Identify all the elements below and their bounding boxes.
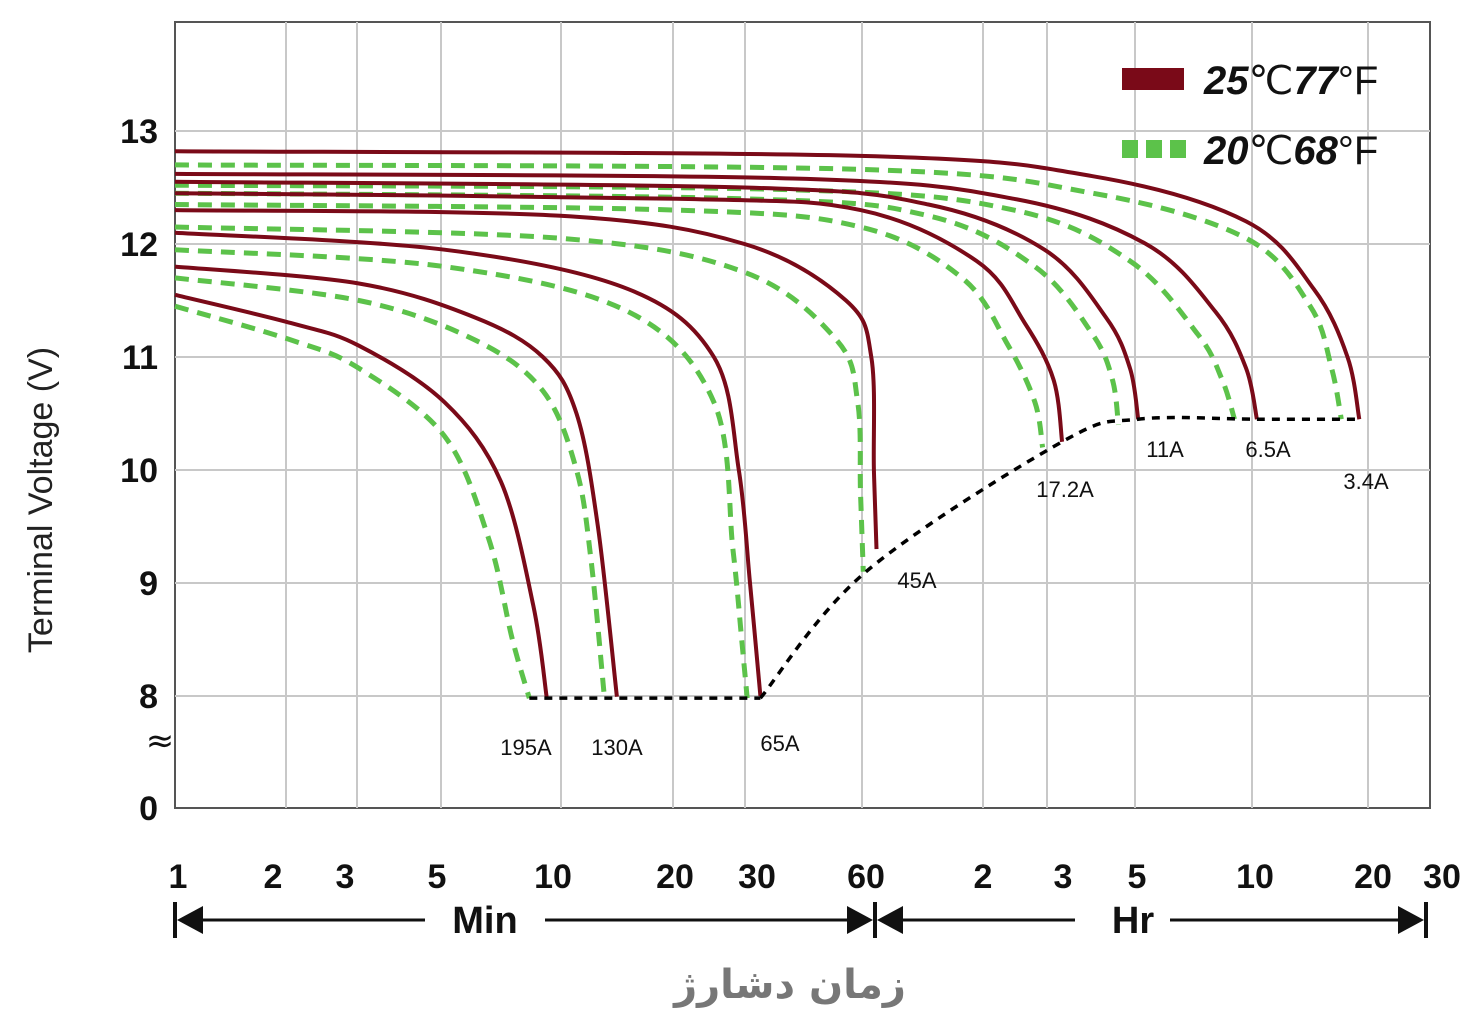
legend-swatch-dashed bbox=[1146, 140, 1162, 158]
y-axis-label: Terminal Voltage (V) bbox=[22, 347, 60, 653]
curve-45A-25C bbox=[174, 208, 879, 550]
curve-65A-20C bbox=[174, 247, 750, 699]
legend-num2: 68 bbox=[1293, 129, 1338, 173]
x-tick-label: 60 bbox=[847, 858, 885, 896]
curve-195A-20C bbox=[174, 303, 532, 699]
legend-unit1: ℃ bbox=[1249, 59, 1294, 103]
legend: 25℃77°F20℃68°F bbox=[1122, 59, 1378, 173]
x-tick-labels: 1 2 3 5 10 20 30 60 2 3 5 10 20 30 bbox=[169, 858, 1461, 896]
curve-17.2A-20C bbox=[174, 202, 1046, 448]
cutoff-curve bbox=[759, 415, 1360, 700]
curve-130A-20C bbox=[174, 275, 607, 699]
curve-label: 11A bbox=[1146, 437, 1184, 462]
legend-unit2: °F bbox=[1338, 129, 1378, 173]
curve-195A-25C bbox=[174, 292, 549, 697]
x-tick-label: 30 bbox=[738, 858, 776, 896]
y-tick-label: 0 bbox=[139, 790, 158, 828]
curves bbox=[174, 149, 1362, 699]
x-tick-label: 10 bbox=[534, 858, 572, 896]
legend-num1: 25 bbox=[1203, 59, 1249, 103]
legend-num2: 77 bbox=[1293, 59, 1339, 103]
x-tick-label: 10 bbox=[1236, 858, 1274, 896]
plot-frame bbox=[174, 21, 1431, 809]
legend-swatch-solid bbox=[1122, 68, 1184, 90]
y-tick-label: 11 bbox=[122, 339, 158, 377]
x-tick-label: 20 bbox=[1354, 858, 1392, 896]
grid bbox=[174, 21, 1431, 809]
curve-label: 130A bbox=[591, 735, 643, 760]
arrowhead-left bbox=[877, 906, 903, 934]
y-tick-label: 10 bbox=[120, 452, 158, 490]
curve-11A-20C bbox=[174, 190, 1121, 426]
x-tick-label: 5 bbox=[1128, 858, 1147, 896]
x-tick-label: 30 bbox=[1423, 858, 1461, 896]
legend-unit1: ℃ bbox=[1249, 129, 1294, 173]
legend-unit2: °F bbox=[1338, 59, 1378, 103]
y-tick-label: 9 bbox=[139, 565, 158, 603]
x-tick-label: 2 bbox=[264, 858, 283, 896]
time-unit-arrows: Min Hr bbox=[173, 900, 1428, 942]
curve-45A-20C bbox=[174, 224, 866, 572]
x-tick-label: 1 bbox=[169, 858, 188, 896]
legend-swatch-dashed bbox=[1122, 140, 1138, 158]
axis-break-symbol: ≈ bbox=[146, 721, 175, 761]
y-tick-label: 12 bbox=[120, 226, 158, 264]
curve-6.5A-25C bbox=[174, 171, 1259, 420]
curve-6.5A-20C bbox=[174, 182, 1237, 420]
time-unit-label: Min bbox=[452, 900, 517, 942]
curve-labels: 195A 130A 65A 45A 17.2A 11A 6.5A 3.4A bbox=[500, 437, 1389, 760]
curve-130A-25C bbox=[174, 264, 619, 697]
x-tick-label: 5 bbox=[428, 858, 447, 896]
arrowhead-right bbox=[1398, 906, 1424, 934]
curve-3.4A-25C bbox=[174, 149, 1362, 420]
curve-17.2A-25C bbox=[174, 191, 1065, 443]
x-tick-label: 3 bbox=[1054, 858, 1073, 896]
curve-11A-25C bbox=[174, 179, 1141, 420]
curve-label: 65A bbox=[760, 731, 799, 756]
curve-label: 3.4A bbox=[1343, 469, 1389, 494]
curve-label: 45A bbox=[897, 568, 936, 593]
y-tick-label: 8 bbox=[139, 678, 158, 716]
x-tick-label: 2 bbox=[974, 858, 993, 896]
curve-label: 6.5A bbox=[1245, 437, 1291, 462]
y-tick-labels: 0 8 9 10 11 12 13 bbox=[120, 113, 158, 828]
curve-3.4A-20C bbox=[174, 162, 1344, 420]
curve-65A-25C bbox=[174, 230, 763, 697]
arrowhead-right bbox=[847, 906, 873, 934]
curve-label: 17.2A bbox=[1036, 477, 1094, 502]
legend-entry-label: 20℃68°F bbox=[1203, 129, 1378, 173]
legend-swatch-dashed bbox=[1170, 140, 1186, 158]
time-unit-label: Hr bbox=[1112, 900, 1154, 942]
legend-entry-label: 25℃77°F bbox=[1203, 59, 1378, 103]
arrowhead-left bbox=[177, 906, 203, 934]
curve-label: 195A bbox=[500, 735, 552, 760]
x-axis-label: زمان دشارژ bbox=[672, 962, 906, 1008]
y-tick-label: 13 bbox=[120, 113, 158, 151]
x-tick-label: 3 bbox=[336, 858, 355, 896]
legend-num1: 20 bbox=[1203, 129, 1249, 173]
x-tick-label: 20 bbox=[656, 858, 694, 896]
cutoff-line bbox=[529, 415, 1360, 700]
